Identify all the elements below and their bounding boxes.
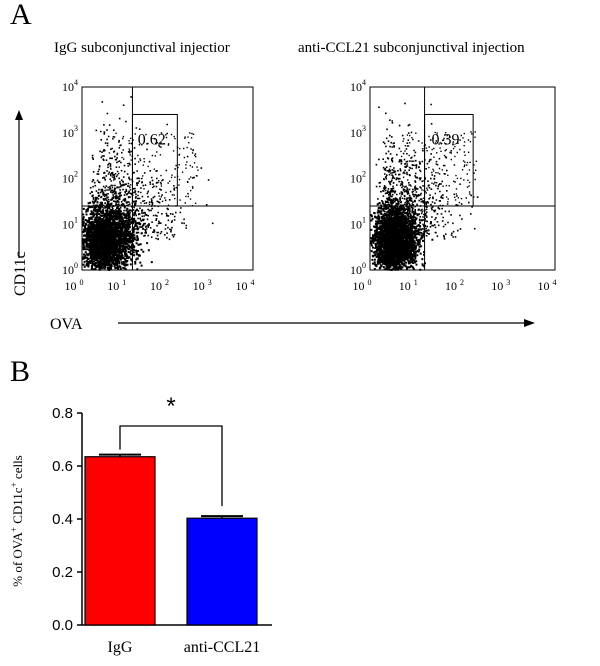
panel-a-label: A (10, 0, 32, 31)
y-axis-label: CD11c (12, 251, 29, 296)
y-tick-label: 103 (62, 124, 78, 140)
plot-frame (81, 86, 254, 271)
y-tick-label: 100 (350, 261, 366, 277)
panel-b-label: B (10, 355, 31, 388)
significance-marker: * (166, 393, 175, 420)
y-tick-label: 104 (350, 78, 366, 94)
x-tick-label: 10 3 (193, 278, 212, 293)
x-axis-arrowhead (524, 319, 535, 327)
x-tick-label: 10 1 (399, 278, 418, 293)
cell-events (370, 102, 479, 271)
y-tick-label: 100 (62, 261, 78, 277)
x-tick-label: 10 2 (445, 278, 464, 293)
y-axis-label: % of OVA+ CD11c+ cells (9, 455, 25, 587)
x-tick-label: 10 0 (65, 278, 84, 293)
y-tick-label: 0.0 (52, 617, 73, 634)
x-tick-label: 10 4 (236, 278, 255, 293)
gate-value: 0.39 (431, 131, 459, 148)
gate-value: 0.62 (138, 131, 166, 148)
x-tick-label: 10 4 (538, 278, 557, 293)
x-axis-label: OVA (50, 316, 83, 333)
cell-events (82, 96, 214, 271)
plot-1-title: IgG subconjunctival injectior (54, 40, 230, 56)
plot-frame (369, 86, 556, 271)
y-tick-label: 102 (350, 170, 366, 186)
scatter-dots (82, 96, 214, 271)
scatter-dots (370, 102, 479, 271)
y-tick-label: 0.6 (52, 458, 73, 475)
y-tick-label: 102 (62, 170, 78, 186)
y-tick-label: 0.2 (52, 564, 73, 581)
x-category-label: IgG (108, 639, 133, 656)
y-tick-label: 0.4 (52, 511, 73, 528)
x-tick-label: 10 2 (150, 278, 169, 293)
x-tick-label: 10 1 (107, 278, 126, 293)
y-axis-arrowhead (15, 110, 23, 120)
dot-plot-1: 0.62 100 101 102 103 104 10 0 10 1 10 2 10 3 10 4 (62, 78, 255, 293)
bar-igg (84, 456, 156, 626)
x-category-label: anti-CCL21 (184, 639, 260, 656)
bar-chart: 0.0 0.2 0.4 0.6 0.8 % of OVA+ CD11c+ cells IgG… (9, 393, 272, 656)
plot-2-title: anti-CCL21 subconjunctival injection (298, 40, 525, 56)
y-tick-label: 101 (350, 215, 366, 231)
y-tick-label: 0.8 (52, 405, 73, 422)
significance-bracket (119, 425, 223, 507)
y-tick-label: 103 (350, 124, 366, 140)
x-tick-label: 10 0 (353, 278, 372, 293)
y-tick-label: 104 (62, 78, 78, 94)
panel-a-flow-plots: CD11c OVA 0.62 100 101 102 103 104 10 0 10 1 10 … (12, 78, 557, 333)
gate-box (424, 113, 474, 207)
gate-box (131, 113, 178, 207)
y-tick-label: 101 (62, 215, 78, 231)
bar-anti-ccl21 (186, 517, 258, 626)
x-tick-label: 10 3 (491, 278, 510, 293)
dot-plot-2: 0.39 100 101 102 103 104 10 0 10 1 10 2 10 3 10 4 (350, 78, 557, 293)
